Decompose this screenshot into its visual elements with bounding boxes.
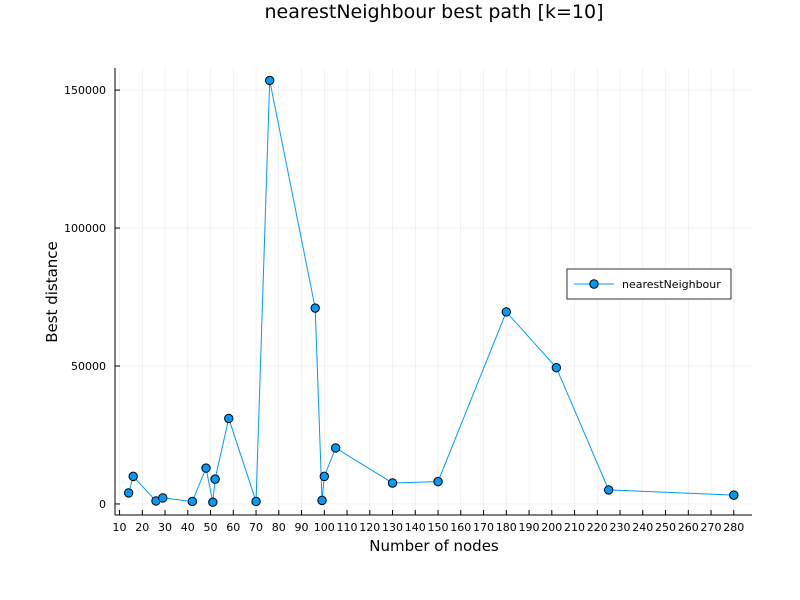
y-ticks: 0 50000 100000 150000 — [64, 84, 120, 511]
data-point — [317, 495, 327, 506]
x-axis-title: Number of nodes — [369, 537, 499, 555]
data-point — [319, 471, 329, 482]
y-tick-label: 150000 — [64, 84, 106, 97]
data-point — [208, 497, 218, 507]
x-tick-label: 110 — [337, 521, 358, 534]
data-point — [433, 476, 443, 487]
chart-title: nearestNeighbour best path [k=10] — [265, 1, 604, 23]
data-point — [551, 362, 562, 373]
x-tick-label: 200 — [541, 521, 562, 534]
x-tick-label: 50 — [204, 521, 218, 534]
legend: nearestNeighbour — [566, 268, 732, 300]
y-axis-title: Best distance — [43, 241, 61, 343]
x-ticks: 10 20 30 40 50 60 70 80 90 100 110 120 130 140 150 160 1… — [113, 510, 744, 534]
y-tick-label: 100000 — [64, 222, 106, 235]
x-tick-label: 80 — [272, 521, 286, 534]
x-tick-label: 180 — [496, 521, 517, 534]
x-tick-label: 240 — [632, 521, 653, 534]
x-tick-label: 230 — [610, 521, 631, 534]
data-point — [123, 488, 134, 498]
x-tick-label: 40 — [181, 521, 195, 534]
data-point — [251, 496, 261, 507]
data-point — [387, 478, 398, 488]
x-tick-label: 60 — [226, 521, 240, 534]
x-tick-label: 170 — [473, 521, 494, 534]
data-point — [729, 490, 739, 500]
x-tick-label: 280 — [723, 521, 744, 534]
data-point — [158, 493, 168, 503]
axes — [114, 68, 752, 516]
x-tick-label: 160 — [450, 521, 471, 534]
x-tick-label: 270 — [701, 521, 722, 534]
data-point — [210, 474, 220, 484]
x-tick-label: 130 — [382, 521, 403, 534]
x-tick-label: 260 — [678, 521, 699, 534]
y-tick-label: 50000 — [71, 360, 106, 373]
data-point — [603, 485, 614, 495]
x-tick-label: 220 — [587, 521, 608, 534]
data-point — [501, 307, 511, 317]
x-tick-label: 70 — [249, 521, 263, 534]
data-point — [201, 463, 211, 473]
data-point — [187, 496, 198, 507]
x-tick-label: 140 — [405, 521, 426, 534]
x-tick-label: 190 — [519, 521, 540, 534]
x-tick-label: 90 — [295, 521, 309, 534]
data-point — [330, 443, 341, 453]
x-tick-label: 150 — [428, 521, 449, 534]
x-tick-label: 100 — [314, 521, 335, 534]
x-tick-label: 10 — [113, 521, 127, 534]
data-point — [224, 413, 234, 424]
x-tick-label: 30 — [158, 521, 172, 534]
data-point — [128, 471, 138, 482]
x-tick-label: 120 — [359, 521, 380, 534]
x-tick-label: 210 — [564, 521, 585, 534]
data-point — [265, 75, 275, 86]
x-tick-label: 250 — [655, 521, 676, 534]
legend-marker — [589, 279, 599, 289]
legend-label: nearestNeighbour — [622, 278, 721, 291]
series-layer — [123, 75, 739, 507]
y-tick-label: 0 — [99, 498, 106, 511]
x-tick-label: 20 — [135, 521, 149, 534]
data-point — [310, 303, 320, 313]
